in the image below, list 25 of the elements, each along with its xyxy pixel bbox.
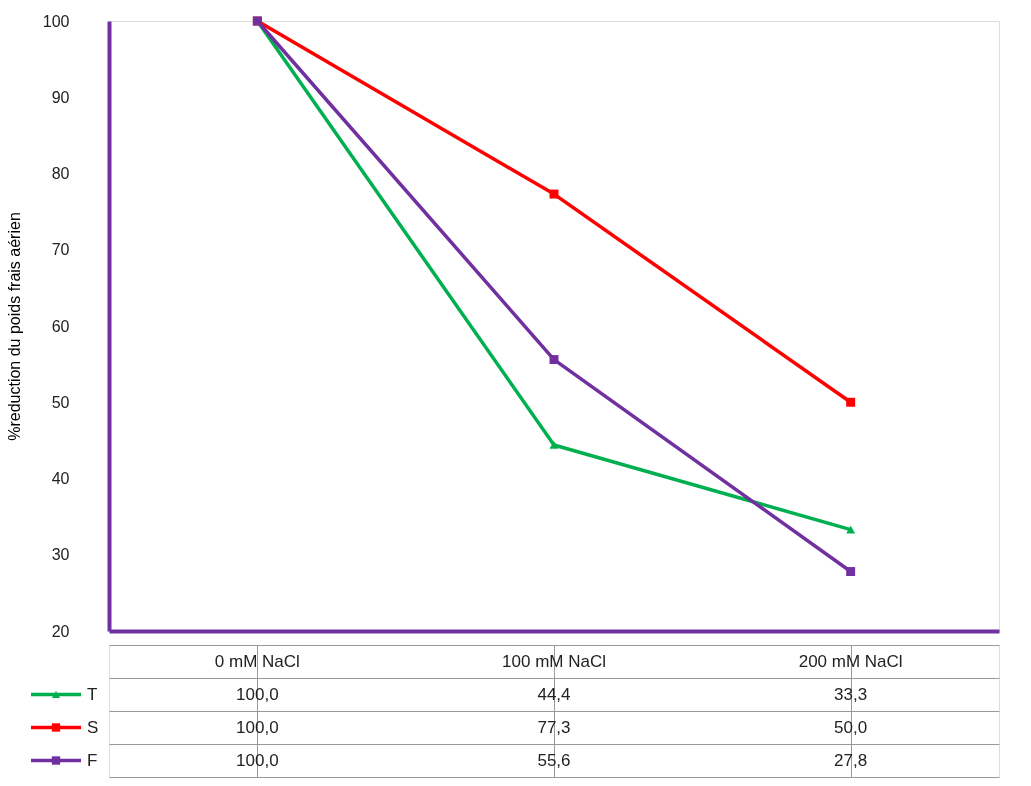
legend-label: T (87, 684, 98, 704)
y-tick-label: 20 (51, 622, 70, 640)
legend-label: S (87, 717, 99, 737)
data-label: 77,3 (537, 717, 571, 737)
y-tick-label: 80 (51, 165, 70, 182)
data-label: 50,0 (834, 717, 868, 737)
x-tick-label: 100 mM NaCl (502, 651, 606, 671)
data-label: 27,8 (834, 750, 868, 770)
y-tick-label: 100 (42, 12, 70, 30)
data-label: 100,0 (236, 750, 279, 770)
data-label: 33,3 (834, 684, 868, 704)
data-label: 100,0 (236, 717, 279, 737)
data-label: 55,6 (537, 750, 571, 770)
y-tick-label: 90 (51, 88, 70, 106)
y-tick-label: 30 (51, 546, 70, 564)
legend-label: F (87, 750, 98, 770)
y-tick-label: 70 (51, 241, 70, 259)
data-label: 100,0 (236, 684, 279, 704)
y-tick-label: 40 (51, 470, 70, 487)
y-axis-title: %reduction du poids frais aérien (5, 212, 23, 441)
x-tick-label: 0 mM NaCl (214, 651, 300, 671)
y-tick-label: 50 (51, 393, 70, 411)
data-label: 44,4 (537, 684, 571, 704)
y-tick-label: 60 (51, 317, 70, 335)
x-tick-label: 200 mM NaCl (798, 651, 903, 671)
